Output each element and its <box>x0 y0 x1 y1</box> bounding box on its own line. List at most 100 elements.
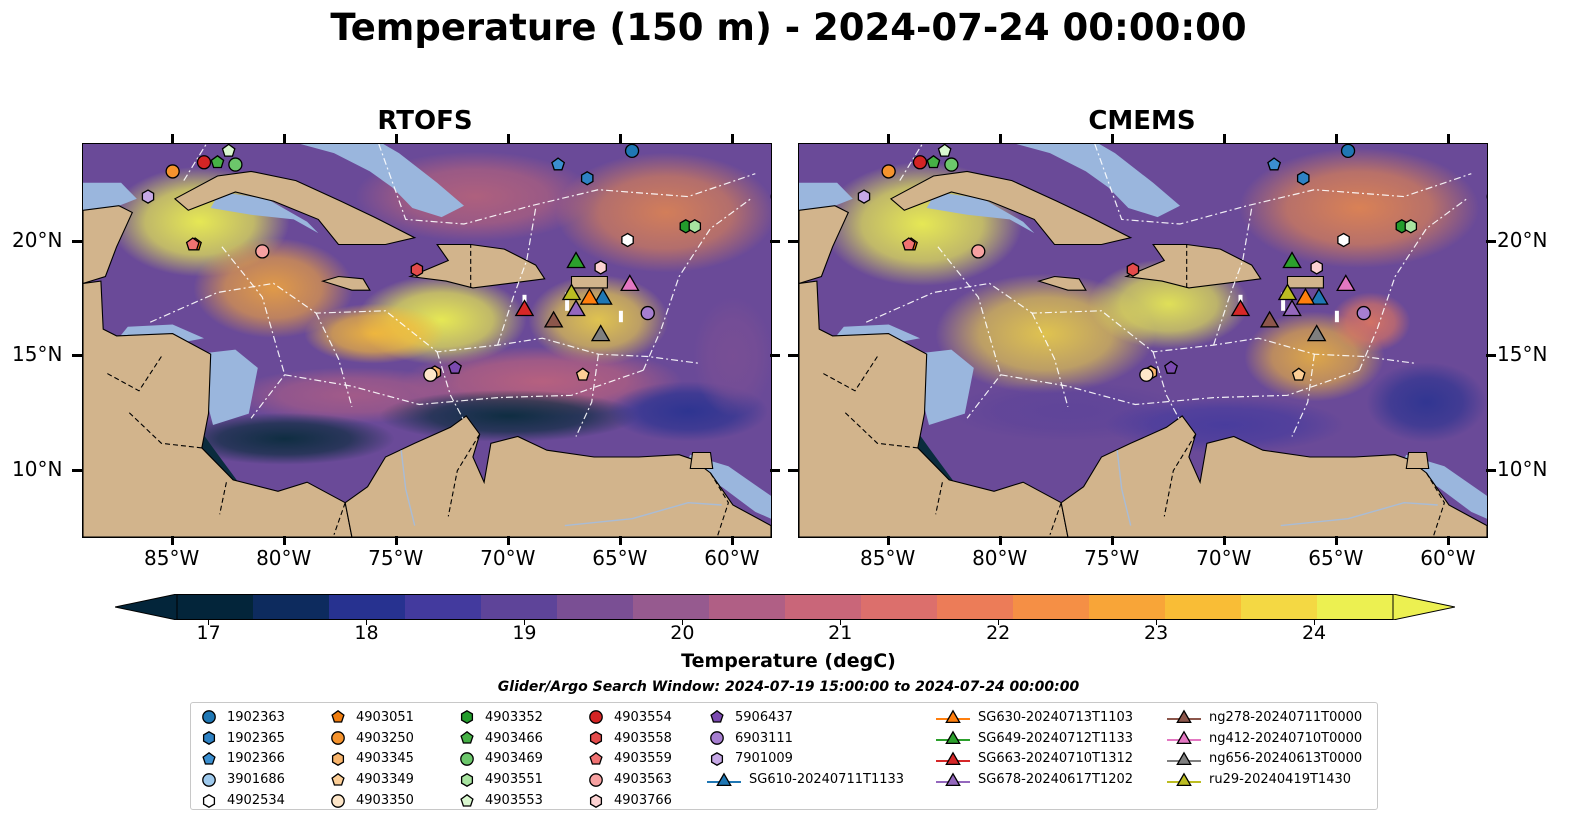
argo-float-marker[interactable] <box>1126 262 1140 277</box>
argo-float-marker[interactable] <box>1356 305 1371 321</box>
legend-label: ru29-20240419T1430 <box>1209 772 1352 788</box>
legend-item: 4903352 <box>457 707 543 728</box>
argo-float-marker[interactable] <box>185 237 200 251</box>
glider-marker[interactable] <box>593 287 613 305</box>
legend-marker-symbol <box>589 793 603 808</box>
legend-label: 4902534 <box>227 793 285 809</box>
argo-float-marker[interactable] <box>937 144 952 157</box>
argo-float-marker[interactable] <box>944 157 959 172</box>
glider-marker[interactable] <box>1282 299 1302 317</box>
argo-float-marker[interactable] <box>1340 144 1356 159</box>
argo-float-marker[interactable] <box>926 154 941 169</box>
lat-tick <box>770 354 780 358</box>
lon-tick <box>618 536 622 545</box>
legend-marker <box>936 751 970 766</box>
lat-label-right: 20°N <box>1497 228 1548 253</box>
legend-item: 4903349 <box>328 769 414 790</box>
argo-float-marker[interactable] <box>410 262 424 277</box>
colorbar-segment <box>253 594 330 620</box>
glider-marker[interactable] <box>543 310 564 328</box>
legend-marker-symbol <box>331 793 345 808</box>
legend-label: 4903563 <box>614 772 672 788</box>
argo-float-marker[interactable] <box>165 164 180 179</box>
legend-marker <box>460 710 474 725</box>
glider-marker[interactable] <box>566 251 586 269</box>
argo-float-marker[interactable] <box>1139 367 1154 382</box>
argo-float-marker[interactable] <box>580 171 594 186</box>
legend-label: 4903349 <box>356 772 414 788</box>
legend-marker-symbol <box>460 752 474 766</box>
map-cmems[interactable] <box>798 143 1488 538</box>
legend-marker-symbol <box>945 751 961 766</box>
lon-tick <box>998 536 1002 545</box>
argo-float-marker[interactable] <box>594 260 607 275</box>
argo-float-marker[interactable] <box>255 244 270 259</box>
glider-marker[interactable] <box>1277 283 1298 301</box>
glider-marker[interactable] <box>1230 299 1251 317</box>
argo-float-marker[interactable] <box>621 232 634 248</box>
argo-float-marker[interactable] <box>448 360 462 374</box>
legend-item: 4903554 <box>586 707 672 728</box>
glider-marker[interactable] <box>1259 310 1280 328</box>
legend-label: 4903345 <box>356 751 414 767</box>
argo-float-marker[interactable] <box>901 237 916 251</box>
legend-label: ng278-20240711T0000 <box>1209 709 1363 725</box>
argo-float-marker[interactable] <box>624 144 640 159</box>
argo-float-marker[interactable] <box>1296 171 1310 186</box>
argo-float-marker[interactable] <box>1291 367 1306 381</box>
eez-boundary <box>284 369 644 406</box>
lon-tick <box>730 536 734 545</box>
legend-item: 4903563 <box>586 769 672 790</box>
argo-float-marker[interactable] <box>210 154 225 169</box>
glider-marker[interactable] <box>620 274 640 292</box>
glider-marker[interactable] <box>1295 287 1316 305</box>
glider-marker[interactable] <box>1306 324 1327 342</box>
argo-float-marker[interactable] <box>1267 157 1282 171</box>
river <box>400 450 416 526</box>
argo-float-marker[interactable] <box>551 157 566 171</box>
glider-marker[interactable] <box>590 324 611 342</box>
glider-marker[interactable] <box>1282 251 1302 269</box>
eez-boundary <box>1213 207 1253 346</box>
argo-float-marker[interactable] <box>575 367 590 381</box>
lat-tick <box>72 468 82 472</box>
argo-float-marker[interactable] <box>423 367 438 382</box>
legend-item: 6903111 <box>707 728 904 749</box>
argo-float-marker[interactable] <box>228 157 243 172</box>
country-border <box>127 410 202 449</box>
glider-marker[interactable] <box>561 283 582 301</box>
glider-marker[interactable] <box>1336 274 1356 292</box>
argo-float-marker[interactable] <box>971 244 986 259</box>
argo-float-marker[interactable] <box>1310 260 1323 275</box>
glider-marker[interactable] <box>514 299 535 317</box>
argo-float-marker[interactable] <box>196 155 212 170</box>
argo-float-marker[interactable] <box>640 305 655 321</box>
argo-float-marker[interactable] <box>221 144 236 157</box>
argo-float-marker[interactable] <box>1337 232 1350 248</box>
legend-label: 1902363 <box>227 709 285 725</box>
legend-marker <box>710 710 724 724</box>
glider-marker[interactable] <box>566 299 586 317</box>
argo-float-marker[interactable] <box>1164 360 1178 374</box>
legend-column: 4903352 4903466 4903469 4903551 4903553 <box>457 707 543 811</box>
legend-marker <box>1167 730 1201 745</box>
lon-tick <box>618 134 622 143</box>
legend-item: ru29-20240419T1430 <box>1167 769 1362 790</box>
legend-item: 1902365 <box>199 728 285 749</box>
argo-float-marker[interactable] <box>688 219 702 234</box>
lon-tick <box>394 536 398 545</box>
argo-float-marker[interactable] <box>141 189 155 204</box>
glider-marker[interactable] <box>1309 287 1329 305</box>
legend-marker-symbol <box>460 710 474 725</box>
map-rtofs[interactable] <box>82 143 772 538</box>
legend-marker <box>331 793 345 808</box>
colorbar-segment <box>709 594 786 620</box>
shelf-cubaSouth <box>210 192 319 234</box>
glider-marker[interactable] <box>579 287 600 305</box>
colorbar-label: Temperature (degC) <box>681 650 896 672</box>
argo-float-marker[interactable] <box>857 189 871 204</box>
argo-float-marker[interactable] <box>881 164 896 179</box>
colorbar-tick <box>681 620 683 625</box>
argo-float-marker[interactable] <box>1404 219 1418 234</box>
argo-float-marker[interactable] <box>912 155 928 170</box>
